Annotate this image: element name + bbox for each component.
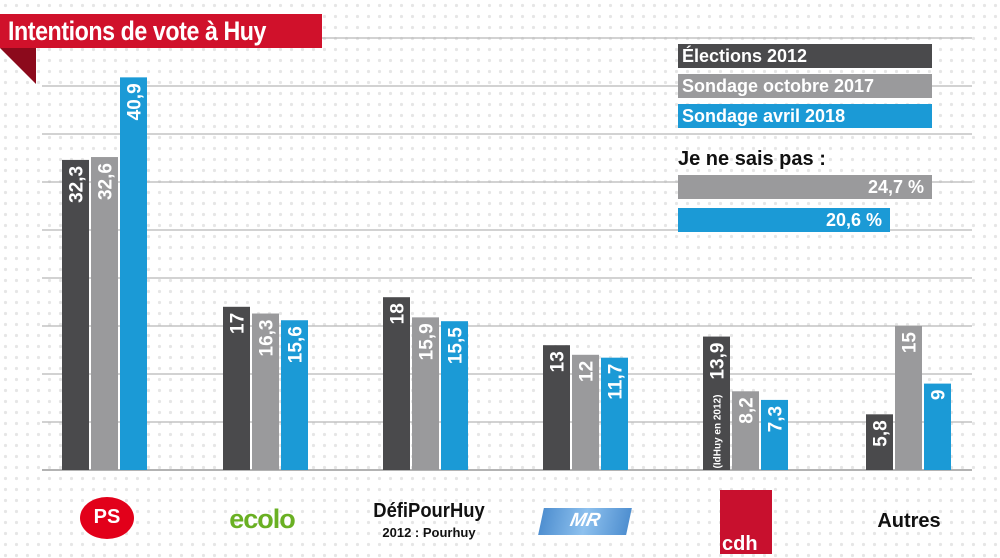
title-fold bbox=[0, 48, 36, 84]
data-label-ecolo-2017: 16,3 bbox=[257, 320, 278, 357]
legend-item-2017: Sondage octobre 2017 bbox=[678, 74, 932, 98]
dont-know-label: Je ne sais pas : bbox=[678, 148, 826, 170]
data-label-dfipourhuy-2018: 15,5 bbox=[446, 327, 467, 364]
party-cdh: cdh bbox=[718, 490, 774, 554]
party-autres: Autres bbox=[866, 510, 952, 533]
mr-logo-text: MR bbox=[568, 510, 603, 531]
data-label-mr-2012: 13 bbox=[548, 351, 569, 372]
chart-title: Intentions de vote à Huy bbox=[8, 16, 267, 46]
bar-mr-2012 bbox=[543, 345, 570, 470]
bar-mr-2017 bbox=[572, 354, 599, 470]
data-label-cdh-2017: 8,2 bbox=[737, 397, 758, 423]
data-label-dfipourhuy-2012: 18 bbox=[388, 303, 409, 324]
bar-cdh-2012 bbox=[703, 336, 730, 470]
annotation-cdh: (IdHuy en 2012) bbox=[713, 395, 724, 469]
cdh-logo-text: cdh bbox=[722, 533, 758, 555]
bar-ecolo-2012 bbox=[223, 306, 250, 470]
data-label-autres-2017: 15 bbox=[900, 332, 921, 354]
bar-autres-2012 bbox=[866, 414, 893, 470]
bar-autres-2017 bbox=[895, 326, 922, 470]
ps-logo-icon: PS bbox=[80, 497, 134, 539]
bar-cdh-2017 bbox=[732, 391, 759, 470]
data-label-ps-2018: 40,9 bbox=[125, 83, 146, 120]
data-label-cdh-2018: 7,3 bbox=[766, 406, 787, 432]
mr-logo-icon: MR bbox=[538, 508, 632, 535]
bar-mr-2018 bbox=[601, 357, 628, 470]
dont-know-bar-2018: 20,6 % bbox=[678, 208, 890, 232]
bar-dfipourhuy-2017 bbox=[412, 317, 439, 470]
defi-name: DéfiPourHuy bbox=[373, 500, 485, 522]
data-label-mr-2017: 12 bbox=[577, 361, 598, 382]
legend-item-2012: Élections 2012 bbox=[678, 44, 932, 68]
bar-dfipourhuy-2012 bbox=[383, 297, 410, 470]
data-label-ps-2012: 32,3 bbox=[67, 166, 88, 203]
bar-dfipourhuy-2018 bbox=[441, 321, 468, 470]
legend-item-2018: Sondage avril 2018 bbox=[678, 104, 932, 128]
data-label-ecolo-2018: 15,6 bbox=[286, 326, 307, 363]
data-label-ps-2017: 32,6 bbox=[96, 163, 117, 200]
autres-label: Autres bbox=[877, 510, 941, 532]
data-label-cdh-2012: 13,9 bbox=[708, 343, 729, 380]
data-label-dfipourhuy-2017: 15,9 bbox=[417, 323, 438, 360]
data-label-ecolo-2012: 17 bbox=[228, 313, 249, 334]
party-mr: MR bbox=[538, 508, 632, 535]
data-label-mr-2018: 11,7 bbox=[606, 364, 627, 400]
bar-cdh-2018 bbox=[761, 399, 788, 470]
bar-ps-2018 bbox=[120, 77, 147, 471]
title-banner bbox=[0, 14, 322, 48]
data-label-autres-2012: 5,8 bbox=[871, 420, 892, 446]
ecolo-logo: ecolo bbox=[229, 504, 296, 534]
party-ps: PS bbox=[76, 497, 138, 539]
bar-ecolo-2017 bbox=[252, 313, 279, 470]
bars: 32,3 32,6 40,9 17 16,3 15,6 18 15,9 15,5 13 12 11,7… bbox=[62, 77, 951, 471]
ps-logo-text: PS bbox=[93, 506, 121, 528]
data-label-autres-2018: 9 bbox=[929, 390, 950, 401]
party-ecolo: ecolo bbox=[206, 504, 318, 535]
bar-autres-2018 bbox=[924, 383, 951, 470]
dont-know-bar-2017: 24,7 % bbox=[678, 175, 932, 199]
bar-ecolo-2018 bbox=[281, 320, 308, 470]
bar-ps-2012 bbox=[62, 159, 89, 471]
cdh-logo-icon: cdh bbox=[720, 490, 772, 554]
defi-subtitle: 2012 : Pourhuy bbox=[382, 525, 476, 540]
party-defi: DéfiPourHuy 2012 : Pourhuy bbox=[356, 500, 502, 540]
bar-ps-2017 bbox=[91, 157, 118, 471]
